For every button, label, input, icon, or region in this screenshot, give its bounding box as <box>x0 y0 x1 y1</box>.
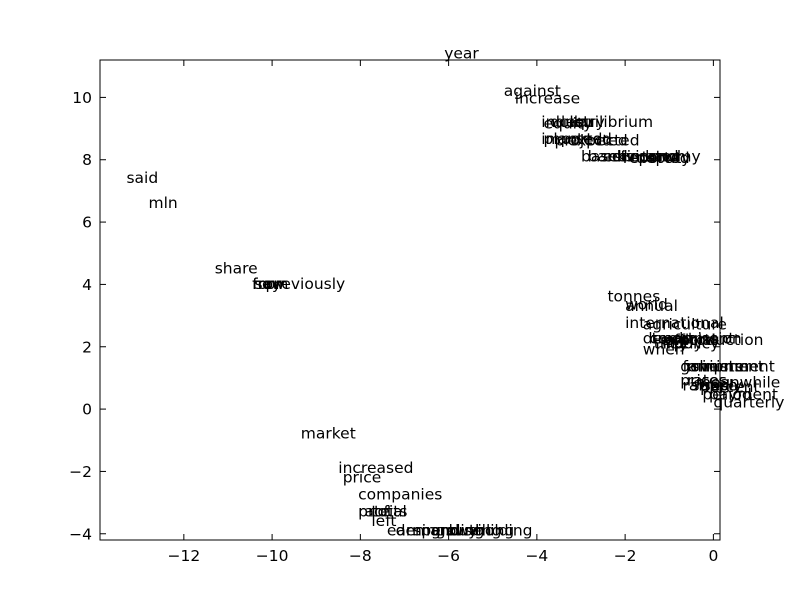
word-label: planted <box>543 130 602 148</box>
word-label: rate <box>358 503 389 521</box>
word-label: production <box>680 331 763 349</box>
word-label: quarterly <box>713 394 784 412</box>
word-label: expected <box>568 132 640 150</box>
word-label: meanwhile <box>696 373 781 391</box>
word-label: year <box>444 44 479 62</box>
word-label: department <box>643 330 735 348</box>
word-label: market <box>301 425 356 443</box>
x-tick-label: −4 <box>525 547 548 565</box>
word-label: estimated <box>603 147 681 165</box>
word-label: world <box>625 295 668 313</box>
points-layer: yearagainstincreaseindustryequitydollare… <box>126 44 784 539</box>
word-label: based <box>581 147 628 165</box>
word-label: industry <box>541 113 605 131</box>
y-tick-label: 10 <box>72 89 92 107</box>
word-label: period <box>702 386 751 404</box>
word-label: previously <box>265 275 345 293</box>
word-label: tonnes <box>607 288 660 306</box>
word-label: annual <box>625 297 678 315</box>
word-label: buying <box>449 521 502 539</box>
y-tick-label: 4 <box>82 276 92 294</box>
word-label: spending <box>413 521 484 539</box>
y-tick-label: 8 <box>82 151 92 169</box>
word-label: minister <box>687 358 751 376</box>
word-label: they <box>654 334 689 352</box>
word-label: government <box>680 358 775 376</box>
word-label: deputy <box>636 149 690 167</box>
y-tick-label: 2 <box>82 338 92 356</box>
y-tick-label: 0 <box>82 401 92 419</box>
word-label: new <box>252 275 284 293</box>
word-label: agriculture <box>643 316 727 334</box>
word-label: dividend <box>612 147 679 165</box>
y-tick-label: −4 <box>69 525 92 543</box>
word-label: payment <box>709 386 778 404</box>
word-label: reported <box>623 149 690 167</box>
word-label: left <box>371 512 396 530</box>
plot-frame <box>99 59 721 541</box>
word-label: percent <box>700 378 759 396</box>
word-label: exports <box>660 331 718 349</box>
word-label: rose <box>705 376 738 394</box>
x-tick-label: −10 <box>256 547 289 565</box>
word-label: official <box>665 331 716 349</box>
word-label: increased <box>338 459 413 477</box>
word-label: demand <box>396 521 460 539</box>
word-label: raised <box>682 376 730 394</box>
word-label: rates <box>687 372 727 390</box>
word-label: against <box>504 82 561 100</box>
word-label: likely <box>663 334 703 352</box>
word-label: dollar <box>550 113 594 131</box>
word-label: price <box>343 468 382 486</box>
word-label: profits <box>358 503 407 521</box>
axes-layer: −12 −10 −8 −6 −4 −2 0 −4 −2 0 2 4 6 8 10 <box>69 59 721 565</box>
word-label: supply <box>691 376 742 394</box>
y-tick-label: −2 <box>69 463 92 481</box>
word-label: say <box>254 275 281 293</box>
word-label: share <box>215 260 258 278</box>
word-label: mln <box>149 194 178 212</box>
word-label: earnings <box>387 521 454 539</box>
word-label: total <box>371 503 406 521</box>
word-label: policy <box>674 334 720 352</box>
word-label: shipment <box>691 358 764 376</box>
word-label: holding <box>475 521 532 539</box>
word-label: banks <box>588 147 634 165</box>
word-label: economy <box>630 147 701 165</box>
x-tick-label: 0 <box>708 547 718 565</box>
x-tick-label: −2 <box>614 547 637 565</box>
word-label: increase <box>515 90 580 108</box>
word-label: equity <box>543 115 592 133</box>
word-label: farmers <box>682 358 742 376</box>
word-label: international <box>625 314 724 332</box>
word-label: trade <box>652 330 693 348</box>
word-label: imported <box>541 130 612 148</box>
word-label: projected <box>555 132 628 150</box>
y-tick-label: 6 <box>82 214 92 232</box>
word-label: selling <box>464 521 514 539</box>
word-label: said <box>126 169 158 187</box>
x-tick-label: −8 <box>349 547 372 565</box>
word-label: growth <box>431 521 485 539</box>
word-label: equilibrium <box>566 113 654 131</box>
x-tick-label: −6 <box>437 547 460 565</box>
word-label: companies <box>358 485 442 503</box>
word-label: from <box>252 275 288 293</box>
x-tick-label: −12 <box>167 547 200 565</box>
word-label: prices <box>680 372 727 390</box>
word-label: commission <box>649 330 741 348</box>
word-label: for <box>252 275 274 293</box>
word-label: when <box>643 341 685 359</box>
